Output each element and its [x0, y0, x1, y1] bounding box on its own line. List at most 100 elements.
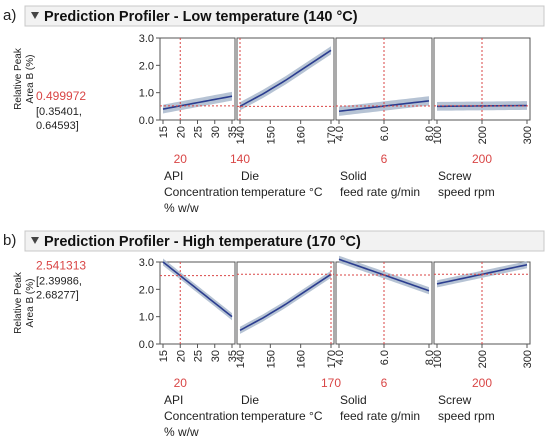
x-tick-label: 170	[326, 350, 338, 368]
profiler-high-temperature: b) Prediction Profiler - High temperature…	[3, 230, 545, 439]
title-bar	[24, 5, 545, 27]
current-factor-value: 170	[321, 376, 341, 390]
current-factor-value: 200	[472, 376, 492, 390]
x-tick-label: 25	[193, 350, 205, 362]
x-tick-label: 4.0	[334, 126, 346, 141]
confidence-interval-upper: 0.64593]	[36, 120, 79, 132]
x-tick-label: 30	[210, 126, 222, 138]
factor-panel: 140 150 160 170 140 Die temperature °C	[230, 37, 338, 199]
x-tick-label: 160	[296, 126, 308, 144]
factor-label: speed rpm	[438, 409, 495, 423]
x-tick-label: 300	[522, 350, 534, 368]
y-axis-label-line: Area B (%)	[25, 55, 36, 104]
x-tick-label: 200	[477, 126, 489, 144]
x-tick-label: 15	[158, 126, 170, 138]
x-tick-label: 15	[158, 350, 170, 362]
profiler-low-temperature: a) Prediction Profiler - Low temperature …	[3, 5, 545, 215]
confidence-interval-upper: 2.68277]	[36, 290, 79, 302]
x-tick-label: 100	[432, 126, 444, 144]
y-tick-label: 3.0	[139, 33, 154, 45]
x-tick-label: 35	[227, 126, 239, 138]
factor-label: temperature °C	[241, 185, 323, 199]
factor-label: feed rate g/min	[340, 409, 420, 423]
x-tick-label: 150	[265, 126, 277, 144]
factor-label: Die	[241, 393, 259, 407]
factor-label: API	[164, 169, 183, 183]
y-axis-label-line: Area B (%)	[25, 279, 36, 328]
current-factor-value: 140	[230, 152, 250, 166]
factor-label: % w/w	[164, 201, 199, 215]
x-tick-label: 4.0	[334, 350, 346, 365]
factor-label: Concentration	[164, 409, 239, 423]
x-tick-label: 20	[175, 350, 187, 362]
x-tick-label: 35	[227, 350, 239, 362]
panel-label: a)	[3, 7, 16, 24]
x-tick-label: 150	[265, 350, 277, 368]
y-tick-label: 3.0	[139, 257, 154, 269]
factor-label: Solid	[340, 169, 367, 183]
current-factor-value: 6	[381, 376, 388, 390]
y-tick-label: 1.0	[139, 312, 154, 324]
factor-label: Solid	[340, 393, 367, 407]
factor-label: API	[164, 393, 183, 407]
y-tick-label: 0.0	[139, 339, 154, 351]
x-tick-label: 8.0	[424, 126, 436, 141]
factor-label: Die	[241, 169, 259, 183]
panel-label: b)	[3, 232, 16, 249]
factor-label: Screw	[438, 169, 472, 183]
factor-label: Concentration	[164, 185, 239, 199]
x-tick-label: 140	[235, 350, 247, 368]
factor-panel: 4.0 6.0 8.0 6 Solid feed rate g/min	[334, 255, 436, 423]
plot-frame	[159, 261, 236, 345]
factor-panel: 15 20 25 30 35 20 API Concentration % w/w	[158, 258, 239, 439]
prediction-line	[162, 95, 233, 110]
confidence-interval-lower: [0.35401,	[36, 106, 82, 118]
x-tick-label: 140	[235, 126, 247, 144]
chart-title: Prediction Profiler - High temperature (…	[44, 234, 361, 250]
prediction-line	[239, 49, 332, 108]
y-tick-label: 1.0	[139, 88, 154, 100]
x-tick-label: 20	[175, 126, 187, 138]
collapse-triangle-icon[interactable]	[31, 237, 39, 244]
y-tick-label: 0.0	[139, 115, 154, 127]
collapse-triangle-icon[interactable]	[31, 12, 39, 19]
prediction-line	[162, 261, 233, 318]
y-axis-label-line: Relative Peak	[13, 271, 24, 334]
x-tick-label: 6.0	[379, 126, 391, 141]
current-factor-value: 20	[174, 152, 188, 166]
x-tick-label: 100	[432, 350, 444, 368]
current-factor-value: 20	[174, 376, 188, 390]
factor-label: Screw	[438, 393, 472, 407]
x-tick-label: 300	[522, 126, 534, 144]
x-tick-label: 30	[210, 350, 222, 362]
title-bar	[24, 230, 545, 252]
prediction-line	[239, 273, 332, 332]
confidence-interval-lower: [2.39986,	[36, 276, 82, 288]
x-tick-label: 25	[193, 126, 205, 138]
x-tick-label: 200	[477, 350, 489, 368]
x-tick-label: 170	[326, 126, 338, 144]
y-axis-label: Relative PeakArea B (%)	[13, 47, 36, 110]
factor-label: speed rpm	[438, 185, 495, 199]
factor-label: temperature °C	[241, 409, 323, 423]
y-axis-label-line: Relative Peak	[13, 47, 24, 110]
y-tick-label: 2.0	[139, 284, 154, 296]
predicted-value: 2.541313	[36, 259, 86, 273]
predicted-value: 0.499972	[36, 89, 86, 103]
x-tick-label: 8.0	[424, 350, 436, 365]
chart-title: Prediction Profiler - Low temperature (1…	[44, 9, 358, 25]
current-factor-value: 6	[381, 152, 388, 166]
factor-label: feed rate g/min	[340, 185, 420, 199]
x-tick-label: 160	[296, 350, 308, 368]
x-tick-label: 6.0	[379, 350, 391, 365]
y-axis-label: Relative PeakArea B (%)	[13, 271, 36, 334]
factor-panel: 15 20 25 30 35 20 API Concentration % w/w	[158, 37, 239, 215]
factor-label: % w/w	[164, 425, 199, 439]
factor-panel: 4.0 6.0 8.0 6 Solid feed rate g/min	[334, 37, 436, 199]
factor-panel: 140 150 160 170 170 Die temperature °C	[235, 261, 341, 423]
y-tick-label: 2.0	[139, 60, 154, 72]
current-factor-value: 200	[472, 152, 492, 166]
